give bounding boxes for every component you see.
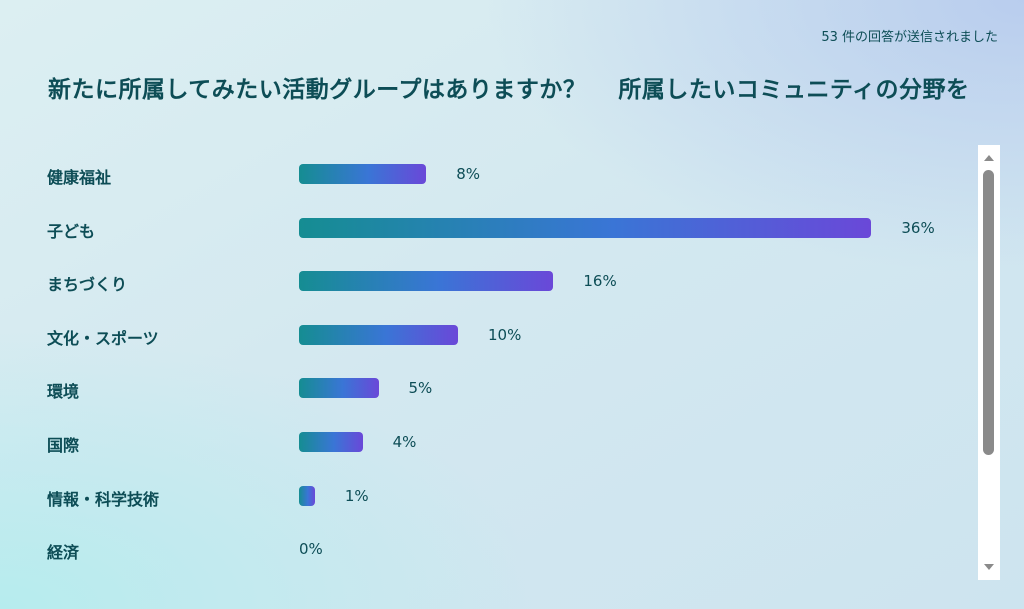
value-label: 1% (344, 486, 369, 505)
value-label: 10% (488, 325, 522, 344)
chart-row: 文化・スポーツ 10% (0, 323, 960, 348)
chart-row: 子ども 36% (0, 216, 960, 241)
value-label: 4% (392, 433, 417, 451)
value-label: 8% (456, 165, 480, 183)
response-count: 53 件の回答が送信されました (821, 30, 998, 45)
category-label: 健康福祉 (47, 168, 112, 187)
bar (299, 164, 427, 184)
chart-row: まちづくり 16% (0, 269, 960, 295)
category-label: 情報・科学技術 (47, 489, 160, 509)
chart-row: 経済 0% (0, 537, 960, 563)
category-label: 子ども (47, 221, 96, 241)
category-label: 文化・スポーツ (47, 328, 159, 348)
chart-row: 健康福祉 8% (0, 162, 960, 187)
bar (299, 378, 379, 399)
category-label: 環境 (47, 382, 80, 402)
value-label: 36% (901, 218, 935, 237)
scroll-thumb[interactable] (983, 170, 994, 455)
category-label: 国際 (47, 436, 80, 455)
chart-row: 情報・科学技術 1% (0, 484, 960, 509)
chart-row: 国際 4% (0, 430, 960, 455)
question-title: 新たに所属してみたい活動グループはありますか？ 所属したいコミュニティの分野を (48, 77, 970, 103)
scroll-up-icon[interactable] (984, 155, 994, 161)
bar (299, 217, 872, 238)
bar (299, 485, 315, 506)
scroll-down-icon[interactable] (984, 564, 994, 570)
bar (299, 324, 458, 345)
vertical-scrollbar[interactable] (978, 145, 1000, 580)
bar (299, 432, 363, 452)
value-label: 0% (299, 540, 323, 559)
category-label: まちづくり (47, 275, 128, 295)
value-label: 16% (583, 272, 617, 291)
bar (299, 271, 554, 292)
value-label: 5% (408, 379, 433, 398)
category-label: 経済 (47, 543, 80, 563)
chart-row: 環境 5% (0, 376, 960, 402)
